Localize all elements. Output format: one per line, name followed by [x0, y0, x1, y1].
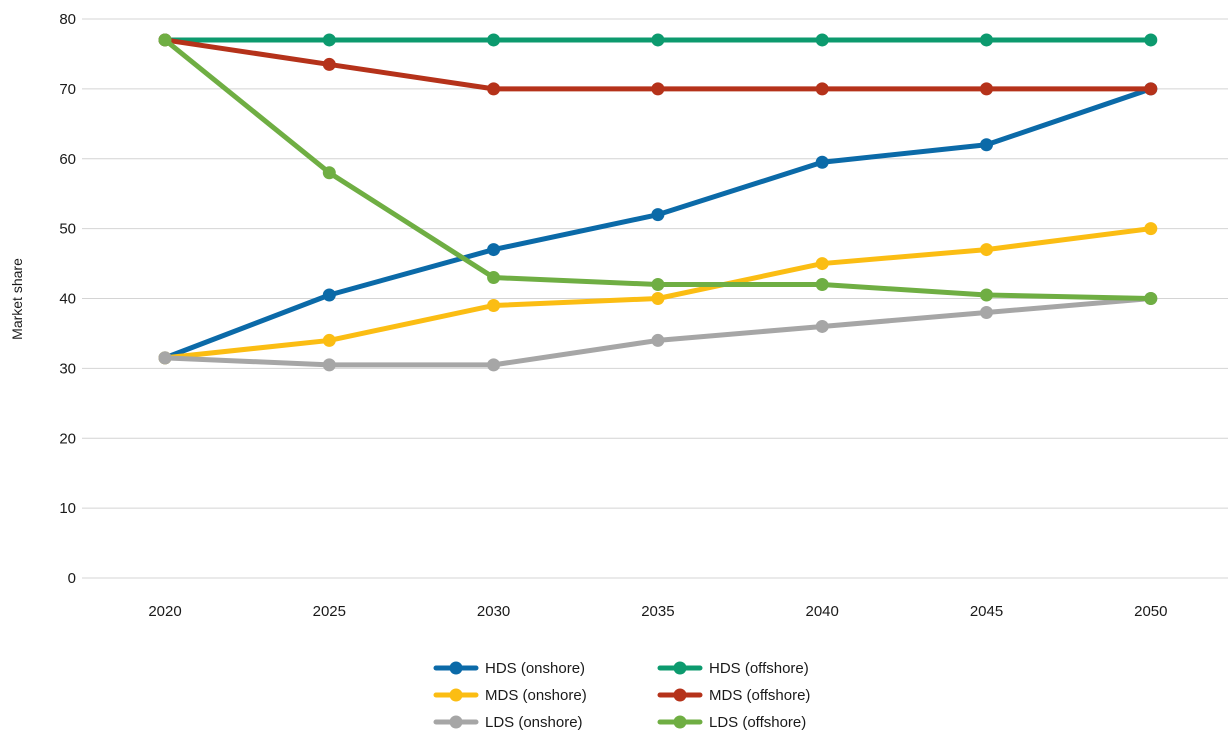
data-point [322, 288, 336, 302]
data-point [651, 292, 665, 305]
series-line [162, 37, 1154, 301]
data-point [158, 33, 172, 47]
data-point [487, 33, 501, 47]
data-point [487, 271, 501, 285]
y-tick-label: 60 [59, 151, 76, 168]
data-point [322, 57, 336, 71]
y-tick-label: 50 [59, 221, 76, 238]
data-point [1144, 222, 1158, 236]
legend-label: LDS (onshore) [485, 714, 583, 731]
data-point [1144, 292, 1158, 305]
y-tick-labels: 0 10 20 30 40 50 60 70 80 [59, 11, 76, 587]
x-tick-labels: 2020 2025 2030 2035 2040 2045 2050 [148, 603, 1167, 620]
data-point [980, 33, 993, 47]
data-point [815, 278, 829, 292]
data-point [1144, 82, 1158, 96]
legend-swatch-marker [449, 661, 463, 675]
data-point [651, 278, 665, 292]
x-tick-label: 2050 [1134, 603, 1167, 620]
legend-swatch-marker [673, 715, 687, 729]
legend-label: MDS (onshore) [485, 687, 587, 704]
y-tick-label: 0 [68, 570, 76, 587]
x-tick-label: 2045 [970, 603, 1003, 620]
series-hds-onshore [158, 82, 1158, 365]
series-lds-onshore [158, 292, 1158, 372]
legend-item: MDS (offshore) [657, 687, 810, 704]
data-point [322, 333, 336, 347]
data-point [487, 82, 501, 96]
x-tick-label: 2020 [148, 603, 181, 620]
data-point [651, 82, 665, 96]
legend-swatch-marker [449, 715, 463, 729]
y-axis-label: Market share [9, 258, 25, 340]
series-hds-offshore [158, 33, 1158, 47]
legend-swatch-marker [673, 688, 687, 702]
series-line [162, 37, 1154, 92]
data-point [980, 82, 993, 96]
data-point [980, 305, 993, 319]
series-lines [158, 33, 1158, 372]
data-point [487, 298, 501, 312]
data-point [980, 243, 993, 257]
y-tick-label: 20 [59, 430, 76, 447]
data-point [815, 257, 829, 271]
data-point [322, 166, 336, 180]
y-tick-label: 70 [59, 81, 76, 98]
data-point [815, 33, 829, 47]
series-line [162, 296, 1154, 368]
data-point [651, 33, 665, 47]
series-lds-offshore [158, 33, 1158, 305]
legend-label: HDS (onshore) [485, 660, 585, 677]
data-point [815, 82, 829, 96]
y-tick-label: 10 [59, 500, 76, 517]
legend-item: MDS (onshore) [433, 687, 587, 704]
series-line [162, 86, 1154, 361]
data-point [980, 288, 993, 302]
legend-label: LDS (offshore) [709, 714, 806, 731]
data-point [1144, 33, 1158, 47]
x-tick-label: 2035 [641, 603, 674, 620]
y-tick-label: 80 [59, 11, 76, 28]
legend-label: MDS (offshore) [709, 687, 810, 704]
legend: HDS (onshore) HDS (offshore) MDS (onshore)… [433, 660, 810, 731]
data-point [651, 333, 665, 347]
legend-item: HDS (onshore) [433, 660, 585, 677]
data-point [322, 358, 336, 372]
legend-item: LDS (onshore) [433, 714, 583, 731]
x-tick-label: 2025 [313, 603, 346, 620]
data-point [487, 243, 501, 257]
data-point [487, 358, 501, 372]
data-point [815, 155, 829, 169]
x-tick-label: 2030 [477, 603, 510, 620]
data-point [322, 33, 336, 47]
y-tick-label: 30 [59, 360, 76, 377]
legend-swatch-marker [673, 661, 687, 675]
data-point [651, 208, 665, 222]
legend-item: HDS (offshore) [657, 660, 809, 677]
legend-label: HDS (offshore) [709, 660, 809, 677]
x-tick-label: 2040 [806, 603, 839, 620]
y-tick-label: 40 [59, 291, 76, 308]
data-point [980, 138, 993, 152]
data-point [158, 351, 172, 365]
legend-item: LDS (offshore) [657, 714, 806, 731]
legend-swatch-marker [449, 688, 463, 702]
data-point [815, 319, 829, 333]
